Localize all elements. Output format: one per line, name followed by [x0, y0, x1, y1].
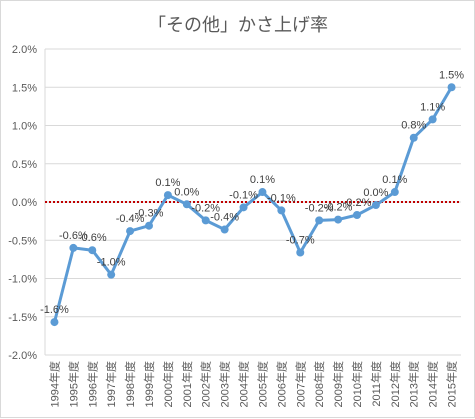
data-label: 0.0%	[363, 187, 388, 199]
data-label: 0.8%	[401, 120, 426, 132]
x-tick-label: 2006年度	[274, 361, 288, 407]
y-tick-label: -1.5%	[8, 312, 37, 324]
y-tick-label: -1.0%	[8, 274, 37, 286]
y-tick-label: -0.5%	[8, 235, 37, 247]
data-point	[201, 216, 210, 225]
data-label: -0.6%	[78, 232, 107, 244]
x-tick-label: 2004年度	[237, 361, 251, 407]
data-point	[277, 206, 286, 215]
x-tick-label: 1995年度	[66, 361, 80, 407]
data-label: -0.1%	[229, 189, 258, 201]
x-tick-label: 2013年度	[407, 361, 421, 407]
data-point	[258, 188, 267, 197]
data-point	[50, 318, 59, 327]
data-label: -0.1%	[267, 192, 296, 204]
data-point	[296, 248, 305, 257]
x-tick-label: 2011年度	[369, 361, 383, 407]
x-tick-label: 2008年度	[312, 361, 326, 407]
data-point	[315, 216, 324, 225]
x-tick-label: 2001年度	[180, 361, 194, 407]
data-label: -0.4%	[116, 213, 145, 225]
data-label: -0.6%	[59, 230, 88, 242]
data-label: -0.3%	[135, 208, 164, 220]
data-label: -0.4%	[210, 212, 239, 224]
x-tick-label: 2002年度	[199, 361, 213, 407]
data-point	[239, 203, 248, 212]
data-point	[88, 246, 97, 255]
data-point	[182, 200, 191, 209]
y-tick-label: 2.0%	[12, 44, 37, 56]
data-label: 0.1%	[155, 177, 180, 189]
x-tick-label: 2014年度	[426, 361, 440, 407]
data-label: 1.1%	[420, 101, 445, 113]
x-tick-label: 1996年度	[85, 361, 99, 407]
x-tick-label: 2000年度	[161, 361, 175, 407]
x-tick-label: 2012年度	[388, 361, 402, 407]
y-axis-ticks: 2.0% 1.5% 1.0% 0.5% 0.0% -0.5% -1.0% -1.5% -2.0%	[8, 44, 37, 362]
data-label: -1.0%	[97, 257, 126, 269]
data-label: 0.1%	[250, 174, 275, 186]
y-tick-label: 1.0%	[12, 121, 37, 133]
x-tick-label: 2005年度	[255, 361, 269, 407]
data-point	[409, 133, 418, 142]
data-label: -0.7%	[286, 234, 315, 246]
x-tick-label: 1999年度	[142, 361, 156, 407]
data-label: -1.6%	[40, 304, 69, 316]
data-label: -0.2%	[324, 202, 353, 214]
x-tick-label: 2003年度	[218, 361, 232, 407]
x-tick-label: 1994年度	[47, 361, 61, 407]
data-point	[220, 225, 229, 234]
data-point	[390, 188, 399, 197]
data-label: 0.1%	[382, 174, 407, 186]
y-tick-label: -2.0%	[8, 350, 37, 362]
data-label: -0.2%	[305, 202, 334, 214]
data-point	[371, 201, 380, 210]
data-point	[334, 215, 343, 224]
x-tick-label: 2015年度	[445, 361, 459, 407]
data-point	[428, 115, 437, 124]
y-tick-label: 0.5%	[12, 159, 37, 171]
x-tick-label: 2009年度	[331, 361, 345, 407]
data-point	[353, 211, 361, 220]
y-tick-label: 0.0%	[12, 197, 37, 209]
data-label: 0.0%	[174, 186, 199, 198]
data-label: 1.5%	[439, 69, 464, 81]
chart-title: 「その他」かさ上げ率	[148, 15, 328, 35]
series-line	[53, 86, 453, 323]
x-axis-ticks: 1994年度 1995年度 1996年度 1997年度 1998年度 1999年度 2000…	[47, 361, 458, 407]
data-label: -0.2%	[343, 197, 372, 209]
data-point	[163, 191, 172, 200]
data-point	[126, 227, 135, 236]
x-tick-label: 1998年度	[123, 361, 137, 407]
x-tick-label: 2010年度	[350, 361, 364, 407]
data-point	[145, 221, 153, 230]
data-point	[107, 270, 116, 279]
data-labels: -1.6%-0.6%-0.6%-1.0%-0.4%-0.3%0.1%0.0%-0…	[40, 69, 464, 316]
x-tick-label: 1997年度	[104, 361, 118, 407]
x-tick-label: 2007年度	[293, 361, 307, 407]
data-points	[50, 83, 456, 327]
data-point	[69, 243, 78, 252]
y-tick-label: 1.5%	[12, 82, 37, 94]
data-point	[447, 83, 456, 92]
data-label: -0.2%	[191, 202, 220, 214]
